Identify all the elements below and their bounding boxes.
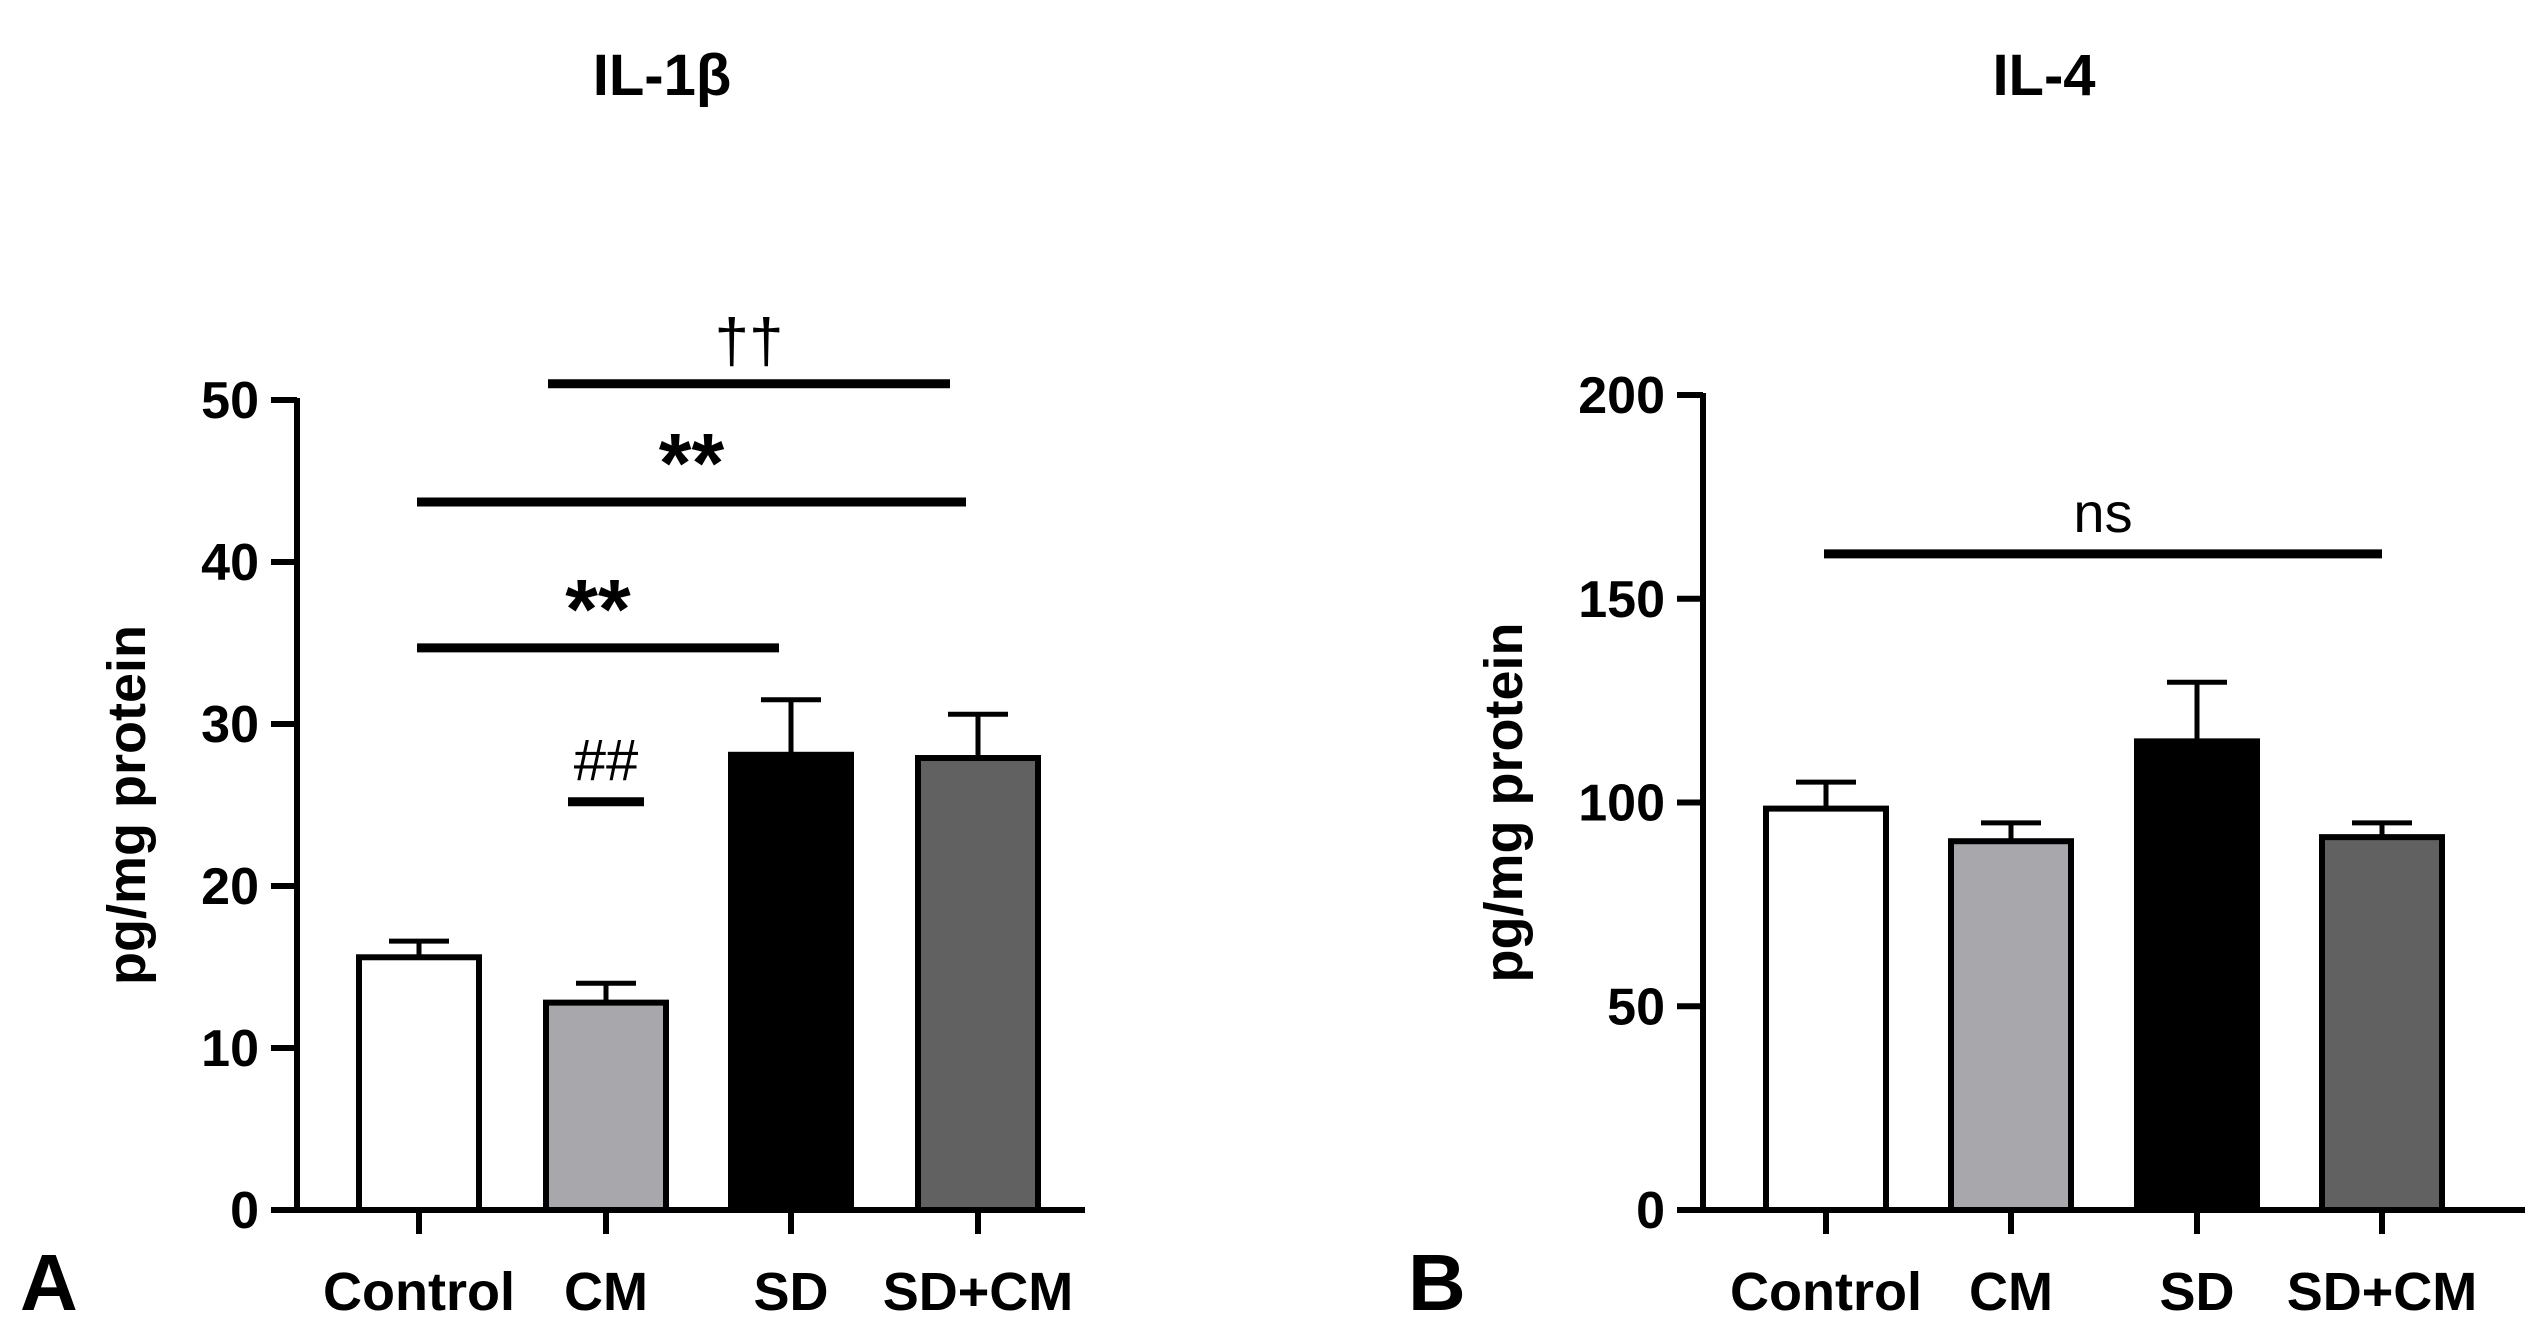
y-tick-label: 150 xyxy=(1578,571,1665,629)
significance-label: ## xyxy=(574,728,639,793)
y-tick-label: 0 xyxy=(1636,1182,1665,1240)
y-tick-label: 30 xyxy=(201,696,259,754)
y-axis-label: pg/mg protein xyxy=(97,625,157,985)
bar-sd xyxy=(2134,738,2260,1213)
x-tick-label: CM xyxy=(564,1262,648,1322)
y-axis-label: pg/mg protein xyxy=(1474,623,1534,983)
bar-cm xyxy=(543,999,669,1214)
x-tick-label: CM xyxy=(1969,1262,2053,1322)
bar-sd xyxy=(728,751,854,1214)
y-tick-label: 50 xyxy=(201,372,259,430)
panel-il4-chart: IL-4 Bpg/mg protein 0 50 100 150 200 Control CM S… xyxy=(1408,43,2525,1327)
y-tick-label: 10 xyxy=(201,1020,259,1078)
x-tick-label: SD+CM xyxy=(883,1262,1074,1322)
significance-label: ns xyxy=(2073,481,2132,544)
x-tick-label: SD xyxy=(2159,1262,2234,1322)
panel-label: A xyxy=(20,1238,78,1327)
y-tick-label: 20 xyxy=(201,858,259,916)
significance-label: †† xyxy=(715,307,784,376)
chart-title: IL-1β xyxy=(593,43,732,108)
x-tick-label: Control xyxy=(1730,1262,1922,1322)
panel-label: B xyxy=(1408,1238,1466,1327)
bar-control xyxy=(1763,805,1889,1213)
y-tick-label: 50 xyxy=(1607,978,1665,1036)
x-tick-label: Control xyxy=(323,1262,515,1322)
y-tick-label: 0 xyxy=(230,1182,259,1240)
panel-il1b-chart: IL-1β Apg/mg protein 0 10 20 30 40 50 Control CM S… xyxy=(20,43,1085,1327)
bar-control xyxy=(356,954,482,1214)
significance-label: ** xyxy=(659,416,725,510)
x-tick-label: SD xyxy=(753,1262,828,1322)
bar-sd-cm xyxy=(2319,834,2445,1213)
y-tick-label: 100 xyxy=(1578,775,1665,833)
bar-cm xyxy=(1948,838,2074,1214)
chart-title: IL-4 xyxy=(1992,43,2095,108)
y-tick-label: 40 xyxy=(201,534,259,592)
x-tick-label: SD+CM xyxy=(2287,1262,2478,1322)
significance-label: ** xyxy=(565,562,631,656)
y-tick-label: 200 xyxy=(1578,367,1665,425)
bar-sd-cm xyxy=(915,755,1041,1214)
